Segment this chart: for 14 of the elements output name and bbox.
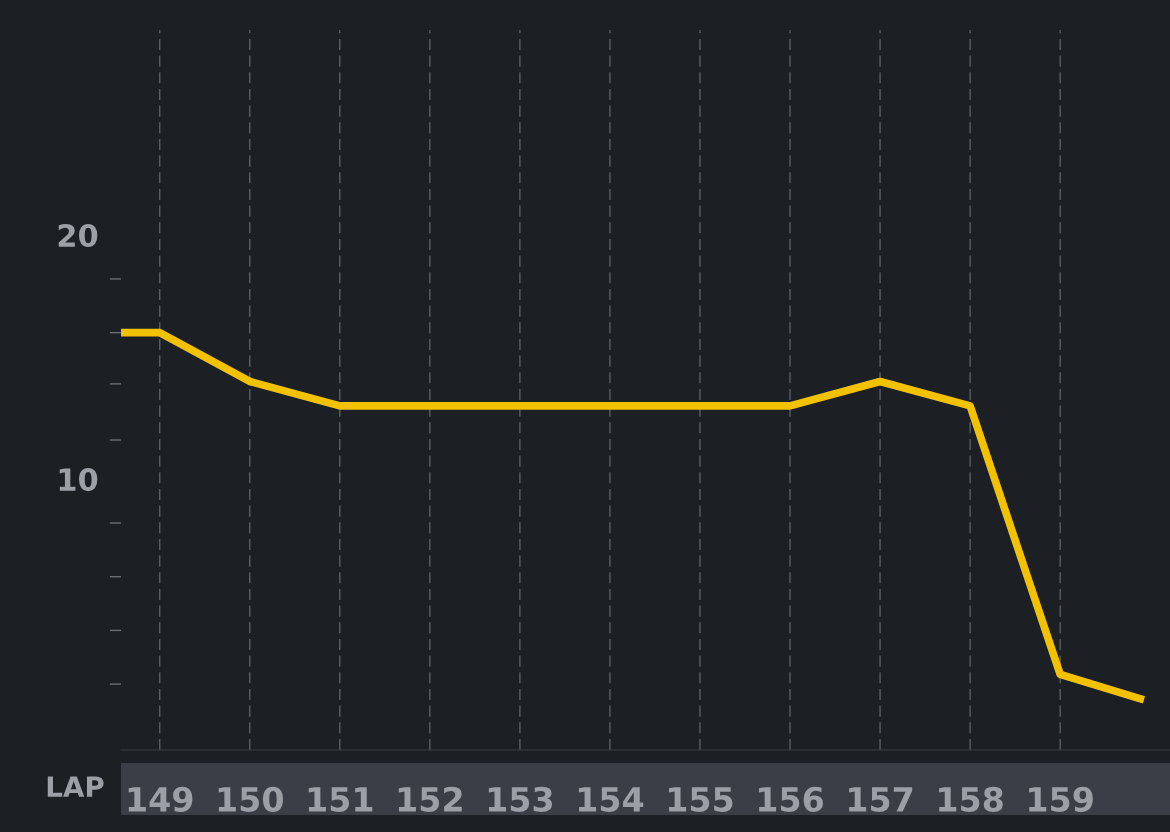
x-tick-label: 154: [578, 787, 644, 812]
x-tick-label: 149: [128, 786, 193, 812]
x-tick-label: 155: [668, 787, 733, 812]
y-tick-label: 10: [59, 468, 98, 492]
x-tick-label: 152: [398, 786, 462, 812]
x-tick-label: 151: [308, 787, 373, 812]
x-tick-label: 157: [849, 787, 913, 812]
y-tick-label: 20: [58, 223, 98, 248]
x-tick-label: 153: [488, 786, 553, 812]
x-tick-label: 150: [218, 786, 283, 812]
x-tick-label: 159: [1029, 786, 1093, 812]
x-tick-label: 158: [939, 786, 1003, 812]
x-tick-label: 156: [758, 786, 824, 812]
x-axis-title: LAP: [47, 776, 104, 797]
